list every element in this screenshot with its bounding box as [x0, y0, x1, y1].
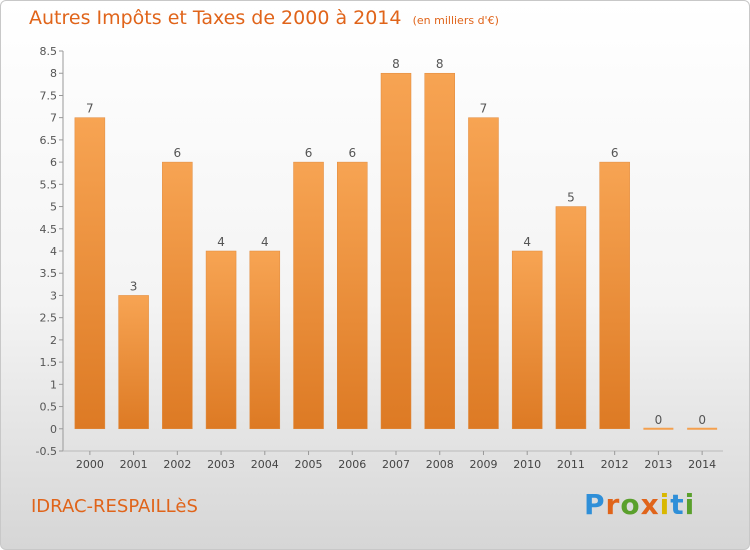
y-tick-label: 5: [50, 201, 57, 214]
y-tick-label: 6: [50, 156, 57, 169]
bar: [162, 161, 193, 430]
logo-letter: i: [659, 488, 671, 521]
y-tick-label: 6.5: [40, 134, 58, 147]
data-label: 4: [261, 235, 269, 249]
x-tick-label: 2007: [382, 458, 410, 471]
bar: [424, 72, 455, 430]
bar: [74, 117, 106, 430]
x-tick-label: 2002: [163, 458, 191, 471]
y-tick-label: 1: [50, 378, 57, 391]
data-label: 8: [392, 57, 400, 71]
logo-letter: o: [620, 488, 641, 521]
y-tick-label: 4: [50, 245, 57, 258]
bar: [249, 250, 281, 430]
y-tick-label: 2.5: [40, 312, 58, 325]
data-label: 0: [698, 413, 706, 427]
data-label: 3: [130, 279, 138, 293]
logo-letter: x: [640, 488, 660, 521]
y-tick-label: 3.5: [40, 267, 58, 280]
bar: [468, 117, 499, 430]
y-tick-label: -0.5: [36, 445, 57, 458]
data-label: 4: [523, 235, 531, 249]
bar: [555, 206, 587, 430]
x-tick-label: 2001: [120, 458, 148, 471]
data-label: 6: [174, 146, 182, 160]
data-label: 6: [348, 146, 356, 160]
bar: [599, 161, 630, 430]
y-tick-label: 3: [50, 289, 57, 302]
logo-letter: r: [605, 488, 621, 521]
x-tick-label: 2014: [688, 458, 716, 471]
chart-unit: (en milliers d'€): [412, 14, 499, 27]
data-label: 8: [436, 57, 444, 71]
logo-letter: P: [584, 488, 606, 521]
bar: [511, 250, 543, 430]
y-tick-label: 4.5: [40, 223, 58, 236]
x-tick-label: 2012: [601, 458, 629, 471]
y-tick-label: 2: [50, 334, 57, 347]
y-tick-label: 8: [50, 67, 57, 80]
y-tick-label: 0: [50, 423, 57, 436]
x-tick-label: 2009: [469, 458, 497, 471]
data-label: 6: [611, 146, 619, 160]
logo-letter: t: [670, 488, 685, 521]
x-tick-label: 2004: [251, 458, 279, 471]
data-label: 7: [480, 102, 488, 116]
proxiti-logo: Proxiti: [584, 488, 695, 521]
bar: [293, 161, 324, 430]
x-tick-label: 2008: [426, 458, 454, 471]
y-tick-label: 0.5: [40, 401, 58, 414]
chart-axes: -0.5 0 0.5 1 1.5 2 2.5 3 3.5 4 4.5 5 5.5 6 6.5 7 7.5 8 8.5…: [36, 45, 723, 471]
place-name: IDRAC-RESPAILLèS: [31, 496, 198, 517]
x-tick-label: 2010: [513, 458, 541, 471]
y-tick-label: 1.5: [40, 356, 58, 369]
chart-title: Autres Impôts et Taxes de 2000 à 2014: [29, 7, 402, 29]
chart-bars: 7 3 6 4 4 6 6 8 8 7 4 5 6 0 0: [74, 57, 718, 430]
y-tick-label: 7: [50, 112, 57, 125]
bar: [205, 250, 237, 430]
chart-title-block: Autres Impôts et Taxes de 2000 à 2014 (e…: [29, 7, 499, 29]
x-tick-label: 2003: [207, 458, 235, 471]
data-label: 5: [567, 191, 575, 205]
data-label: 4: [217, 235, 225, 249]
y-tick-label: 8.5: [40, 45, 58, 58]
bar: [337, 161, 368, 430]
x-tick-label: 2006: [338, 458, 366, 471]
x-tick-label: 2013: [644, 458, 672, 471]
bar: [118, 295, 149, 430]
logo-letter: i: [684, 488, 696, 521]
x-tick-label: 2011: [557, 458, 585, 471]
y-tick-label: 5.5: [40, 178, 58, 191]
data-label: 0: [655, 413, 663, 427]
y-tick-label: 7.5: [40, 89, 58, 102]
data-label: 7: [86, 102, 94, 116]
x-tick-label: 2000: [76, 458, 104, 471]
x-tick-label: 2005: [295, 458, 323, 471]
data-label: 6: [305, 146, 313, 160]
bar: [380, 72, 412, 430]
